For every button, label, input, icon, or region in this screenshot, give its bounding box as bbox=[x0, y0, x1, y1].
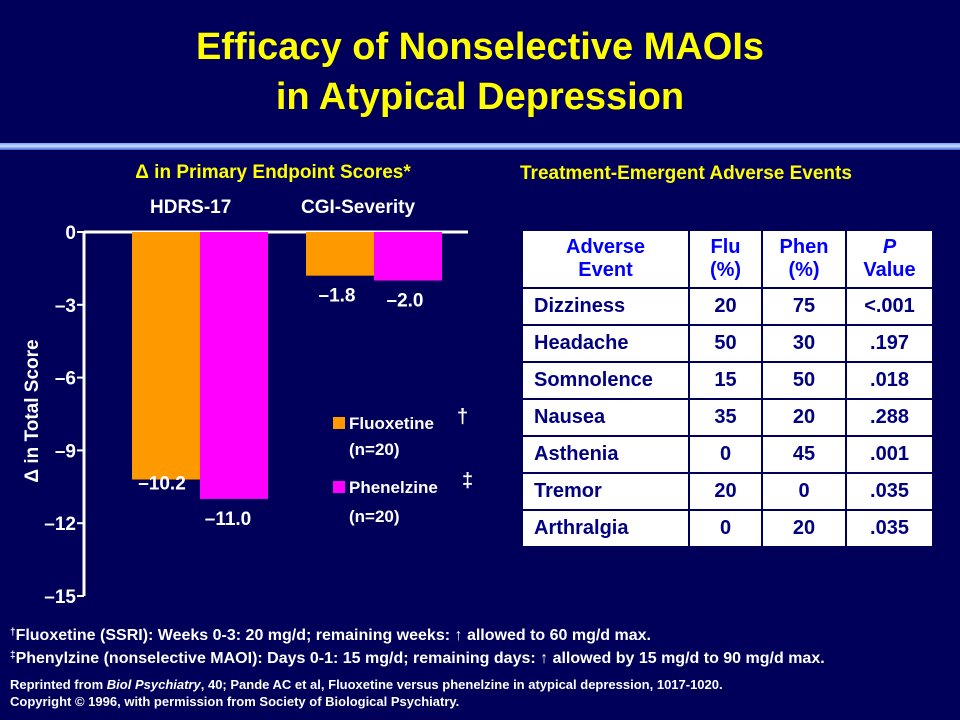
table-row: Headache 50 30 .197 bbox=[521, 324, 934, 363]
y-tick-label: 0 bbox=[65, 223, 76, 244]
cell-p: .288 bbox=[845, 398, 934, 437]
cell-phen: 75 bbox=[761, 287, 847, 326]
cell-event: Headache bbox=[521, 324, 690, 363]
reference-line1: Reprinted from Biol Psychiatry, 40; Pand… bbox=[10, 677, 723, 692]
bar-phenelzine-cgi-severity bbox=[374, 232, 442, 281]
table-row: Somnolence 15 50 .018 bbox=[521, 361, 934, 400]
slide-title: Efficacy of Nonselective MAOIs in Atypic… bbox=[0, 22, 960, 122]
data-label: –2.0 bbox=[387, 291, 424, 312]
cell-flu: 15 bbox=[688, 361, 763, 400]
cell-event: Nausea bbox=[521, 398, 690, 437]
header-phen-line2: (%) bbox=[788, 259, 820, 281]
cell-event: Dizziness bbox=[521, 287, 690, 326]
legend-swatch-fluoxetine bbox=[333, 417, 345, 429]
legend-n-phenelzine: (n=20) bbox=[349, 507, 400, 526]
reference-rest: , 40; Pande AC et al, Fluoxetine versus … bbox=[200, 677, 723, 692]
y-tick-label: –15 bbox=[44, 587, 76, 608]
cell-event: Somnolence bbox=[521, 361, 690, 400]
group-label-hdrs: HDRS-17 bbox=[150, 197, 232, 218]
legend-n-fluoxetine: (n=20) bbox=[349, 440, 400, 459]
slide-title-line2: in Atypical Depression bbox=[275, 76, 685, 118]
y-tick-label: –12 bbox=[44, 514, 76, 535]
cell-p: .197 bbox=[845, 324, 934, 363]
reference-journal: Biol Psychiatry bbox=[106, 677, 201, 692]
header-p-line2: Value bbox=[863, 259, 916, 281]
cell-phen: 0 bbox=[761, 472, 847, 511]
cell-flu: 0 bbox=[688, 509, 763, 548]
table-row: Tremor 20 0 .035 bbox=[521, 472, 934, 511]
header-flu-line2: (%) bbox=[709, 259, 742, 281]
data-label: –10.2 bbox=[138, 474, 186, 495]
table-row: Asthenia 0 45 .001 bbox=[521, 435, 934, 474]
cell-phen: 50 bbox=[761, 361, 847, 400]
reference-line2: Copyright © 1996, with permission from S… bbox=[10, 694, 460, 709]
cell-flu: 0 bbox=[688, 435, 763, 474]
cell-event: Arthralgia bbox=[521, 509, 690, 548]
y-tick-label: –6 bbox=[55, 369, 76, 390]
cell-phen: 20 bbox=[761, 398, 847, 437]
header-event: Adverse Event bbox=[521, 229, 690, 289]
header-event-line1: Adverse bbox=[566, 236, 645, 258]
legend-label-phenelzine: Phenelzine bbox=[349, 478, 438, 497]
y-tick-label: –3 bbox=[55, 296, 76, 317]
cell-p: <.001 bbox=[845, 287, 934, 326]
cell-phen: 45 bbox=[761, 435, 847, 474]
slide-title-line1: Efficacy of Nonselective MAOIs bbox=[195, 26, 765, 68]
footnote-dagger-text: Fluoxetine (SSRI): Weeks 0-3: 20 mg/d; r… bbox=[15, 627, 651, 644]
bar-fluoxetine-cgi-severity bbox=[306, 232, 374, 276]
table-header-row: Adverse Event Flu (%) Phen (%) P Value bbox=[521, 229, 934, 289]
reference-prefix: Reprinted from bbox=[10, 677, 107, 692]
header-p-value: P Value bbox=[845, 229, 934, 289]
y-tick-label: –9 bbox=[55, 441, 76, 462]
cell-p: .001 bbox=[845, 435, 934, 474]
footnote-ddagger-text: Phenylzine (nonselective MAOI): Days 0-1… bbox=[15, 650, 825, 667]
cell-p: .035 bbox=[845, 509, 934, 548]
cell-flu: 35 bbox=[688, 398, 763, 437]
group-label-cgi: CGI-Severity bbox=[301, 197, 416, 218]
cell-event: Tremor bbox=[521, 472, 690, 511]
cell-p: .035 bbox=[845, 472, 934, 511]
table-row: Dizziness 20 75 <.001 bbox=[521, 287, 934, 326]
footnote-fluoxetine: †Fluoxetine (SSRI): Weeks 0-3: 20 mg/d; … bbox=[10, 627, 651, 645]
cell-flu: 20 bbox=[688, 287, 763, 326]
table-row: Nausea 35 20 .288 bbox=[521, 398, 934, 437]
header-flu: Flu (%) bbox=[688, 229, 763, 289]
header-event-line2: Event bbox=[578, 259, 633, 281]
legend-label-fluoxetine: Fluoxetine bbox=[349, 414, 435, 433]
bar-phenelzine-hdrs-17 bbox=[200, 232, 268, 499]
table-title: Treatment-Emergent Adverse Events bbox=[520, 163, 852, 184]
header-phen: Phen (%) bbox=[761, 229, 847, 289]
header-flu-line1: Flu bbox=[710, 236, 741, 258]
chart-title: Δ in Primary Endpoint Scores* bbox=[135, 162, 411, 183]
bar-fluoxetine-hdrs-17 bbox=[132, 232, 200, 480]
cell-flu: 50 bbox=[688, 324, 763, 363]
legend-mark-fluoxetine: † bbox=[457, 406, 469, 428]
data-label: –11.0 bbox=[205, 509, 252, 530]
adverse-events-table: Adverse Event Flu (%) Phen (%) P Value D… bbox=[521, 229, 934, 548]
data-label: –1.8 bbox=[319, 286, 356, 307]
legend-mark-phenelzine: ‡ bbox=[462, 470, 474, 492]
cell-flu: 20 bbox=[688, 472, 763, 511]
cell-phen: 30 bbox=[761, 324, 847, 363]
header-p-line1: P bbox=[882, 236, 897, 258]
footnote-dagger-mark: † bbox=[10, 627, 16, 638]
cell-event: Asthenia bbox=[521, 435, 690, 474]
cell-phen: 20 bbox=[761, 509, 847, 548]
header-phen-line1: Phen bbox=[779, 236, 829, 258]
footnote-phenylzine: ‡Phenylzine (nonselective MAOI): Days 0-… bbox=[10, 650, 825, 668]
cell-p: .018 bbox=[845, 361, 934, 400]
legend-swatch-phenelzine bbox=[333, 481, 345, 493]
title-divider bbox=[0, 143, 960, 150]
footnote-ddagger-mark: ‡ bbox=[10, 650, 16, 661]
table-row: Arthralgia 0 20 .035 bbox=[521, 509, 934, 548]
